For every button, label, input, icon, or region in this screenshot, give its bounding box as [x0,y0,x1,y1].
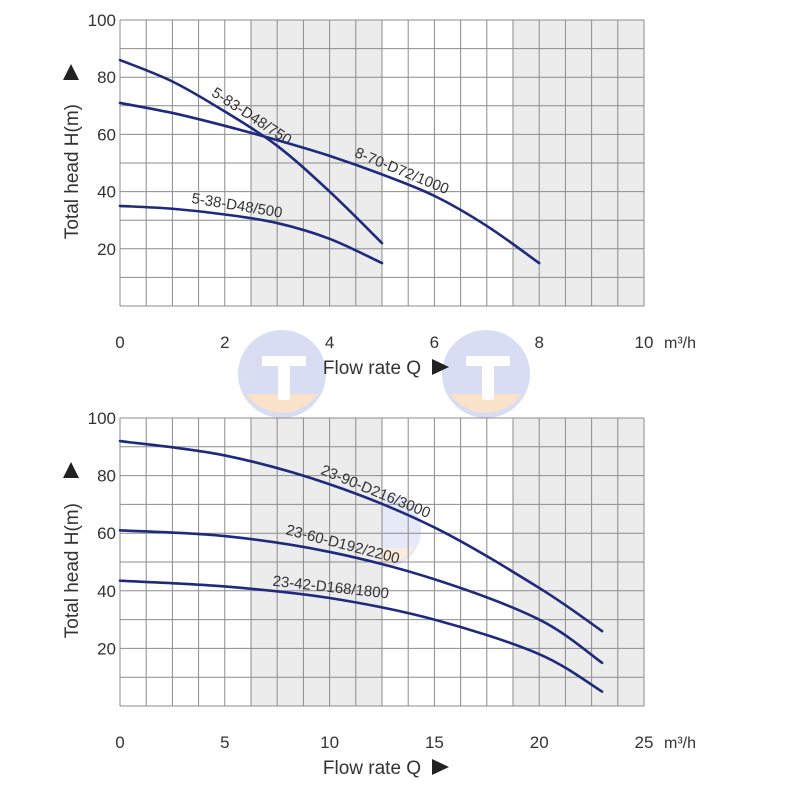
x-tick-label: 25 [635,733,654,752]
series-line [118,58,384,245]
series-line [118,529,604,665]
series-line [118,101,541,265]
y-tick-label: 80 [97,68,116,87]
x-tick-label: 4 [325,333,334,352]
chart-bottom: 0 5 10 15 20 25 m³/h 20 40 60 80 100 Flow rate Q Tota… [62,409,696,779]
y-tick-label: 100 [88,409,116,428]
x-axis-arrow-icon [432,759,449,775]
x-axis-label: Flow rate Q [323,758,421,779]
x-tick-label: 0 [115,333,124,352]
y-tick-label: 80 [97,467,116,486]
grid [119,19,645,307]
x-tick-label: 10 [635,333,654,352]
series-line [118,439,604,633]
y-axis-arrow-icon [63,462,79,478]
chart-top: 0 2 4 6 8 10 m³/h 20 40 60 80 100 Flow rate Q Total h… [62,11,696,379]
y-axis-label: Total head H(m) [62,503,83,638]
y-tick-label: 60 [97,524,116,543]
y-tick-label: 100 [88,11,116,30]
x-tick-label: 2 [220,333,229,352]
y-tick-label: 40 [97,582,116,601]
x-axis-arrow-icon [432,359,449,375]
y-axis-arrow-icon [63,64,79,80]
y-tick-label: 20 [97,240,116,259]
x-tick-label: 5 [220,733,229,752]
y-tick-label: 20 [97,639,116,658]
watermark-logo-1 [238,330,326,418]
x-tick-label: 10 [320,733,339,752]
series-line [118,579,604,693]
series-line [118,204,384,265]
x-tick-label: 20 [530,733,549,752]
x-unit-label: m³/h [664,735,696,752]
y-axis-label: Total head H(m) [62,104,83,239]
x-tick-label: 0 [115,733,124,752]
grid [119,417,645,707]
y-tick-label: 40 [97,183,116,202]
x-unit-label: m³/h [664,335,696,352]
x-axis-label: Flow rate Q [323,358,421,379]
x-tick-label: 6 [430,333,439,352]
x-tick-label: 8 [534,333,543,352]
x-tick-label: 15 [425,733,444,752]
watermark-logo-2 [442,330,530,418]
y-tick-label: 60 [97,125,116,144]
